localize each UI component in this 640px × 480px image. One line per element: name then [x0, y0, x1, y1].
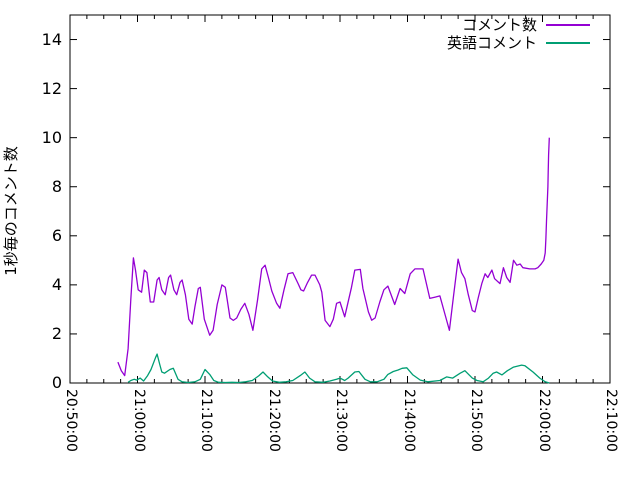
x-tick-label: 21:10:00	[198, 389, 214, 452]
x-tick-label: 21:40:00	[400, 389, 417, 452]
legend-item: 英語コメント	[447, 34, 590, 52]
y-tick-label: 4	[51, 274, 62, 294]
y-tick-label: 10	[41, 127, 62, 147]
x-tick-label: 22:00:00	[535, 389, 552, 452]
x-tick-label: 21:50:00	[468, 389, 484, 452]
y-tick-label: 8	[51, 176, 62, 196]
y-tick-label: 2	[51, 323, 62, 343]
x-tick-label: 20:50:00	[63, 389, 79, 452]
series-line	[127, 353, 550, 384]
legend-line-sample	[546, 24, 590, 26]
x-tick-label: 22:10:00	[603, 389, 619, 452]
legend-label: コメント数	[461, 16, 537, 34]
legend-label: 英語コメント	[446, 34, 537, 52]
x-tick-label: 21:00:00	[130, 389, 147, 452]
y-tick-label: 0	[51, 373, 62, 392]
legend-item: コメント数	[447, 16, 590, 34]
x-tick-label: 21:30:00	[333, 389, 349, 452]
y-tick-label: 14	[41, 29, 62, 49]
legend: コメント数 英語コメント	[447, 16, 590, 52]
legend-line-sample	[546, 42, 590, 44]
y-tick-label: 6	[51, 225, 62, 245]
x-tick-label: 21:20:00	[265, 389, 282, 452]
series-line	[117, 137, 550, 377]
y-tick-label: 12	[41, 78, 62, 98]
